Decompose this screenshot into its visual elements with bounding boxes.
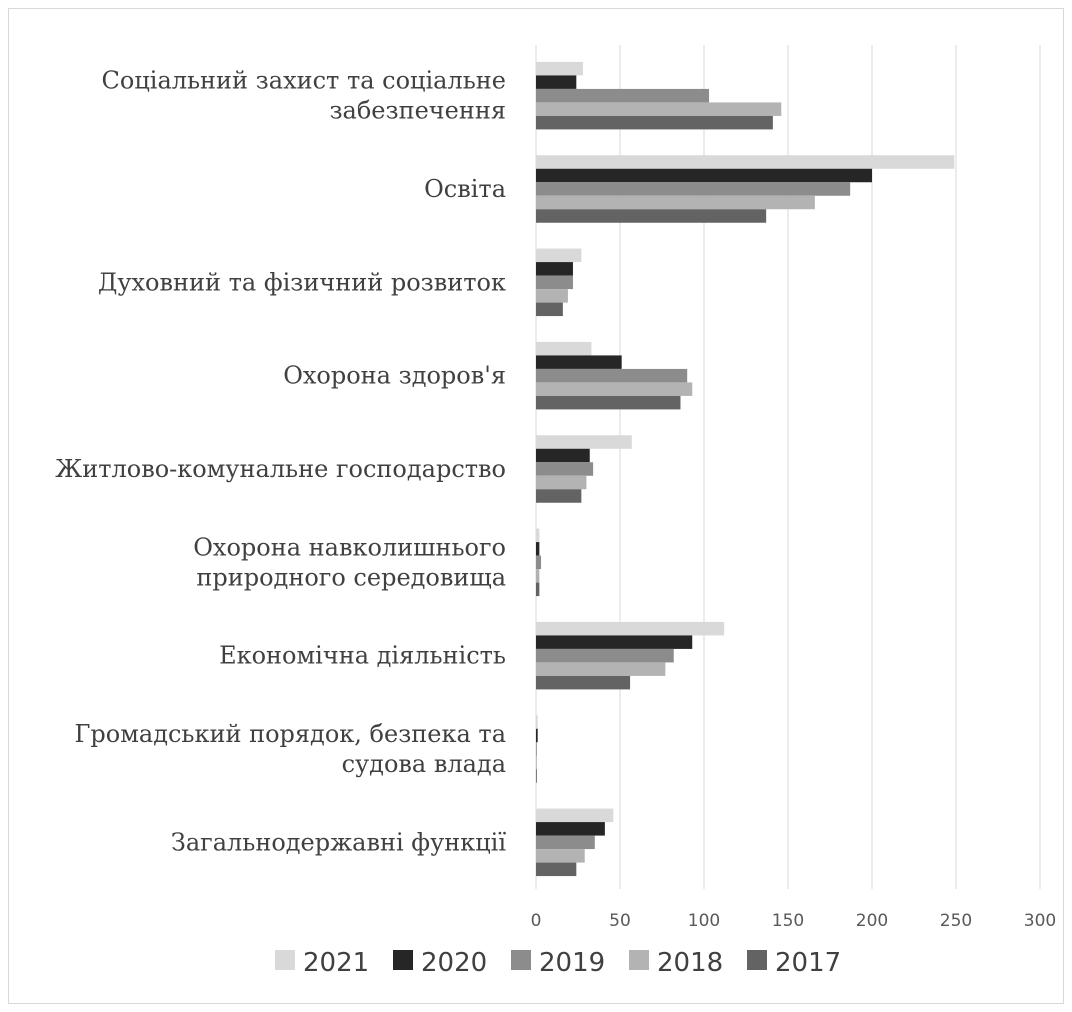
category-label: Загальнодержавні функції [171,828,506,856]
bar-2017 [536,115,773,130]
bar-2019 [536,368,688,383]
bar-2017 [536,489,582,503]
legend-swatch-2021 [275,950,295,970]
legend: 2021 2020 2019 2018 2017 [275,948,841,978]
bar-2021 [536,808,614,823]
x-tick-label: 50 [609,911,631,931]
bar-2019 [536,555,542,570]
legend-label-2021: 2021 [303,948,369,978]
bar-2017 [536,769,537,783]
bar-2019 [536,88,710,103]
bar-2020 [536,262,573,276]
category-label: Економічна діяльність [219,642,506,670]
bar-2020 [536,75,577,89]
legend-label-2017: 2017 [775,948,841,978]
bar-2018 [536,569,540,583]
bar-2018 [536,849,585,863]
x-tick-label: 150 [772,911,804,931]
category-label: Освіта [424,175,506,203]
bar-2017 [536,302,563,317]
x-tick-label: 250 [940,911,972,931]
bar-2018 [536,475,587,490]
bar-2021 [536,715,538,729]
bar-chart: Соціальний захист та соціальне забезпечен… [55,45,1057,978]
bar-2021 [536,341,592,356]
bar-2019 [536,462,594,476]
bar-2019 [536,742,537,756]
bars [536,61,955,877]
bar-2018 [536,662,666,676]
bar-2019 [536,182,851,196]
bar-2020 [536,448,590,463]
bar-2018 [536,102,782,116]
bar-2021 [536,621,725,636]
bar-2018 [536,382,693,396]
category-label: Духовний та фізичний розвиток [98,268,506,296]
category-label: Охорона здоров'я [283,362,506,390]
bar-2020 [536,542,540,556]
x-tick-label: 0 [531,911,542,931]
legend-swatch-2018 [629,950,649,970]
bar-2019 [536,648,674,663]
x-tick-label: 200 [856,911,888,931]
bar-2017 [536,395,681,410]
bar-2021 [536,528,540,543]
legend-swatch-2020 [393,950,413,970]
legend-label-2019: 2019 [539,948,605,978]
bar-2017 [536,675,631,690]
category-label: Охорона навколишнього природного середови… [193,533,506,591]
category-label: Соціальний захист та соціальне забезпечен… [102,67,506,125]
category-labels: Соціальний захист та соціальне забезпечен… [55,67,506,857]
bar-2020 [536,168,872,183]
bar-2021 [536,435,632,449]
bar-2020 [536,822,605,836]
x-tick-labels: 0 50 100 150 200 250 300 [531,911,1057,931]
bar-2019 [536,835,595,850]
legend-swatch-2019 [511,950,531,970]
x-tick-label: 100 [688,911,720,931]
bar-2018 [536,755,537,770]
bar-2017 [536,862,577,877]
legend-label-2018: 2018 [657,948,723,978]
chart-frame: Соціальний захист та соціальне забезпечен… [8,8,1064,1004]
category-label: Житлово-комунальне господарство [55,455,506,483]
bar-2017 [536,209,767,223]
bar-2021 [536,61,584,76]
bar-2020 [536,635,693,649]
legend-label-2020: 2020 [421,948,487,978]
bar-2020 [536,728,538,743]
legend-swatch-2017 [747,950,767,970]
bar-2020 [536,355,622,369]
bar-2018 [536,195,815,210]
bar-2021 [536,248,582,263]
bar-2017 [536,582,540,597]
bar-2019 [536,275,573,290]
bar-2018 [536,289,568,303]
category-label: Громадський порядок, безпека та судова вл… [75,720,506,778]
x-tick-label: 300 [1024,911,1056,931]
bar-2021 [536,155,955,169]
